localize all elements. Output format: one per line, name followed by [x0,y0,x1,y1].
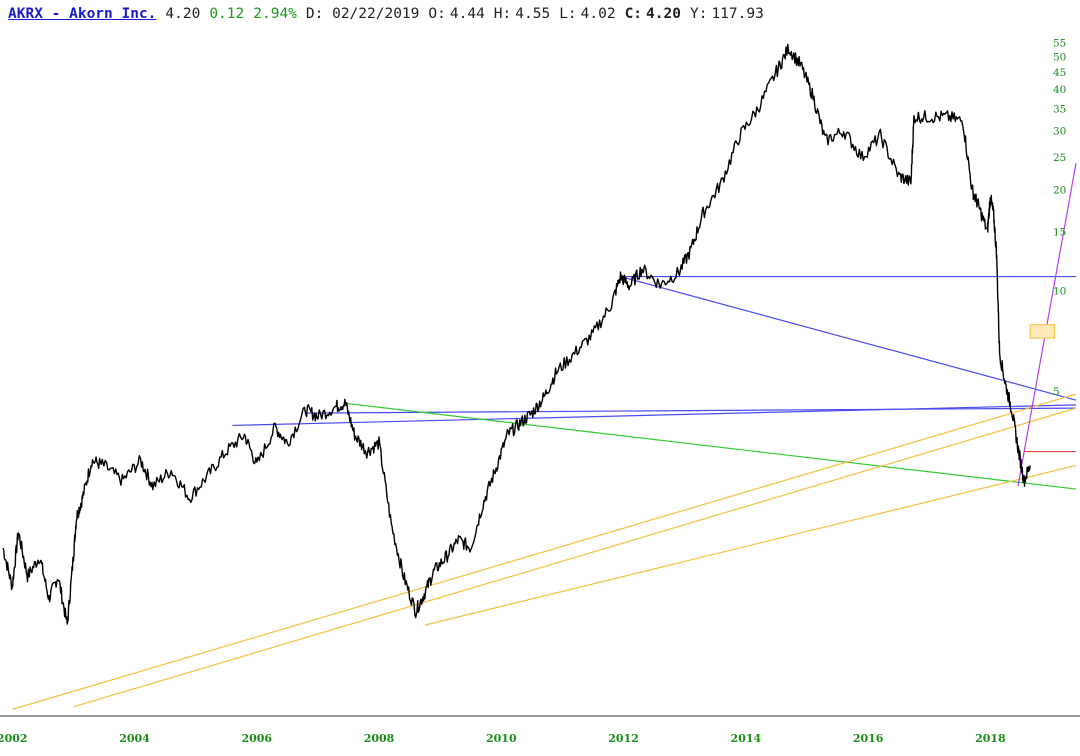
years-value: 117.93 [711,6,764,22]
y-tick-label: 50 [1053,52,1066,64]
green-trendline [345,402,1077,490]
quote-date: D: 02/22/2019 [305,6,420,22]
y-tick-label: 15 [1053,226,1066,238]
high-label: H: [493,6,512,22]
open-value: 4.44 [449,6,485,22]
y-tick-label: 45 [1053,67,1066,79]
low-label: L: [559,6,577,22]
orange-trendline [424,464,1077,626]
orange-trendline [73,407,1077,708]
highlight-box [1029,324,1056,339]
trendline-layer [12,163,1077,710]
x-tick-label: 2012 [608,732,639,745]
y-axis-ticks: 5 10 15 20 25 30 35 40 45 50 55 [1053,38,1066,399]
blue-trendline [232,404,1077,427]
y-tick-label: 20 [1053,185,1066,197]
last-price: 4.20 [165,6,201,22]
x-tick-label: 2008 [364,732,395,745]
y-tick-label: 30 [1053,126,1066,138]
y-tick-label: 10 [1053,285,1066,297]
close-value: 4.20 [646,6,681,22]
high-value: 4.55 [515,6,551,22]
y-tick-label: 25 [1053,152,1066,164]
ticker-link[interactable]: AKRX - Akorn Inc. [8,6,157,22]
x-tick-label: 2016 [853,732,884,745]
y-tick-label: 35 [1053,103,1066,115]
close-label: C: [624,6,643,22]
orange-trendline [12,393,1077,710]
price-change: 0.12 [209,6,245,22]
x-tick-label: 2018 [975,732,1006,745]
y-tick-label: 5 [1053,386,1060,398]
x-tick-label: 2004 [119,732,150,745]
price-series [2,43,1031,625]
x-axis-ticks: 2002 2004 2006 2008 2010 2012 2014 2016 2018 [0,732,1006,745]
low-value: 4.02 [580,6,616,22]
years-label: Y: [689,6,708,22]
quote-header: AKRX - Akorn Inc. 4.20 0.12 2.94% D: 02/22/2… [8,6,773,28]
x-tick-label: 2006 [241,732,272,745]
y-tick-label: 55 [1053,38,1066,50]
y-tick-label: 40 [1053,84,1066,96]
blue-trendline [305,407,1077,414]
x-tick-label: 2010 [486,732,517,745]
x-tick-label: 2002 [0,732,28,745]
x-tick-label: 2014 [731,732,762,745]
price-change-pct: 2.94% [253,6,297,22]
blue-trendline [620,275,1077,401]
price-line [2,43,1031,625]
open-label: O: [428,6,446,22]
